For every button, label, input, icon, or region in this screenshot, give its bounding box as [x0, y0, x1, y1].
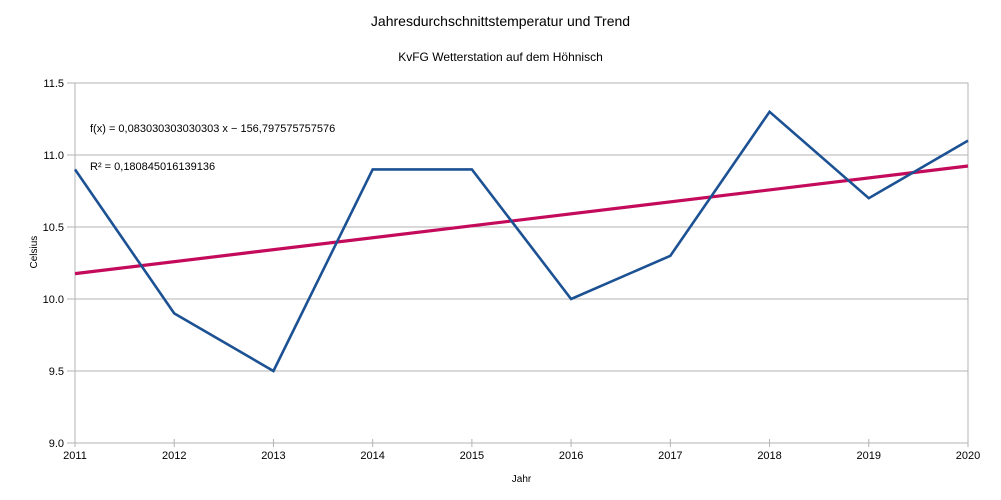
plot-border — [74, 82, 969, 444]
y-tick-label: 10.0 — [43, 294, 64, 306]
chart-title: Jahresdurchschnittstemperatur und Trend — [370, 13, 631, 29]
x-tick-label: 2019 — [857, 450, 881, 462]
temperature-series-line — [73, 109, 969, 373]
x-tick-label: 2020 — [956, 450, 980, 462]
trend-line — [74, 164, 969, 276]
x-tick-label: 2014 — [360, 450, 384, 462]
x-tick-label: 2018 — [757, 450, 781, 462]
y-axis-title: Celsius — [28, 235, 40, 269]
y-tick-label: 11.5 — [43, 78, 64, 90]
x-tick-label: 2015 — [460, 450, 484, 462]
x-tick-label: 2011 — [63, 450, 87, 462]
y-tick-label: 10.5 — [43, 222, 64, 234]
y-tick-label: 11.0 — [43, 150, 64, 162]
x-tick-label: 2016 — [559, 450, 583, 462]
trend-equation: f(x) = 0,083030303030303 x − 156,7975757… — [90, 98, 335, 198]
chart-subtitle: KvFG Wetterstation auf dem Höhnisch — [398, 50, 603, 64]
y-tick-label: 9.5 — [49, 366, 64, 378]
trend-equation-line2: R² = 0,180845016139136 — [90, 160, 216, 173]
x-tick-label: 2017 — [658, 450, 682, 462]
x-axis-title: Jahr — [511, 474, 532, 485]
y-tick-label: 9.0 — [49, 438, 64, 450]
x-tick-label: 2012 — [162, 450, 186, 462]
x-tick-label: 2013 — [261, 450, 285, 462]
trend-equation-line1: f(x) = 0,083030303030303 x − 156,7975757… — [90, 123, 336, 135]
